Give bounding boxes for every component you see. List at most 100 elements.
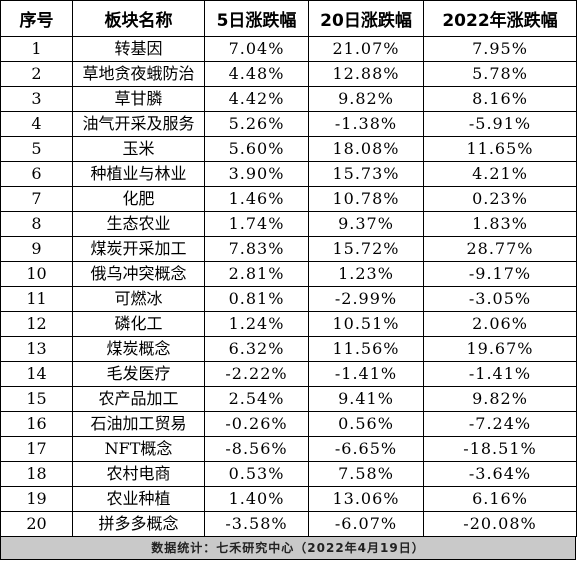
change-20day: 1.23% (308, 261, 424, 287)
change-ytd: 6.16% (423, 486, 577, 512)
change-5day: 1.24% (204, 311, 309, 337)
change-ytd: 4.21% (423, 161, 577, 187)
change-20day: 11.56% (308, 336, 424, 362)
change-5day: 0.53% (204, 461, 309, 487)
table-row: 14 毛发医疗 -2.22% -1.41% -1.41% (0, 361, 577, 387)
row-index: 2 (0, 61, 73, 87)
sector-name: 农产品加工 (72, 386, 205, 412)
change-5day: -0.26% (204, 411, 309, 437)
header-sector-name: 板块名称 (72, 0, 205, 37)
change-ytd: 1.83% (423, 211, 577, 237)
row-index: 10 (0, 261, 73, 287)
sector-name: 草甘膦 (72, 86, 205, 112)
change-5day: 6.32% (204, 336, 309, 362)
table-row: 19 农业种植 1.40% 13.06% 6.16% (0, 486, 577, 512)
row-index: 6 (0, 161, 73, 187)
change-ytd: -7.24% (423, 411, 577, 437)
change-5day: 7.83% (204, 236, 309, 262)
table-row: 2 草地贪夜蛾防治 4.48% 12.88% 5.78% (0, 61, 577, 87)
change-20day: 9.82% (308, 86, 424, 112)
sector-name: 磷化工 (72, 311, 205, 337)
change-ytd: 19.67% (423, 336, 577, 362)
change-20day: 7.58% (308, 461, 424, 487)
table-row: 13 煤炭概念 6.32% 11.56% 19.67% (0, 336, 577, 362)
table-row: 9 煤炭开采加工 7.83% 15.72% 28.77% (0, 236, 577, 262)
row-index: 11 (0, 286, 73, 312)
table-row: 20 拼多多概念 -3.58% -6.07% -20.08% (0, 511, 577, 537)
sector-name: 毛发医疗 (72, 361, 205, 387)
change-5day: -3.58% (204, 511, 309, 537)
sector-performance-table: 序号 板块名称 5日涨跌幅 20日涨跌幅 2022年涨跌幅 1 转基因 7.04% 2… (0, 0, 577, 537)
sector-name: 草地贪夜蛾防治 (72, 61, 205, 87)
table-row: 3 草甘膦 4.42% 9.82% 8.16% (0, 86, 577, 112)
sector-name: 俄乌冲突概念 (72, 261, 205, 287)
row-index: 17 (0, 436, 73, 462)
row-index: 18 (0, 461, 73, 487)
change-ytd: 9.82% (423, 386, 577, 412)
change-5day: 7.04% (204, 36, 309, 62)
table-row: 12 磷化工 1.24% 10.51% 2.06% (0, 311, 577, 337)
change-20day: 9.37% (308, 211, 424, 237)
table-row: 18 农村电商 0.53% 7.58% -3.64% (0, 461, 577, 487)
table-row: 15 农产品加工 2.54% 9.41% 9.82% (0, 386, 577, 412)
row-index: 4 (0, 111, 73, 137)
row-index: 19 (0, 486, 73, 512)
row-index: 20 (0, 511, 73, 537)
change-ytd: -5.91% (423, 111, 577, 137)
header-index: 序号 (0, 0, 73, 37)
header-5day-change: 5日涨跌幅 (204, 0, 309, 37)
row-index: 15 (0, 386, 73, 412)
change-20day: -2.99% (308, 286, 424, 312)
sector-name: 农村电商 (72, 461, 205, 487)
change-5day: 3.90% (204, 161, 309, 187)
change-ytd: 7.95% (423, 36, 577, 62)
change-5day: 1.46% (204, 186, 309, 212)
sector-name: 煤炭概念 (72, 336, 205, 362)
header-ytd-change: 2022年涨跌幅 (423, 0, 577, 37)
header-20day-change: 20日涨跌幅 (308, 0, 424, 37)
sector-name: NFT概念 (72, 436, 205, 462)
table-row: 17 NFT概念 -8.56% -6.65% -18.51% (0, 436, 577, 462)
change-20day: 18.08% (308, 136, 424, 162)
change-ytd: 28.77% (423, 236, 577, 262)
change-5day: 5.60% (204, 136, 309, 162)
change-ytd: -3.64% (423, 461, 577, 487)
table-row: 1 转基因 7.04% 21.07% 7.95% (0, 36, 577, 62)
change-20day: -6.65% (308, 436, 424, 462)
table-row: 6 种植业与林业 3.90% 15.73% 4.21% (0, 161, 577, 187)
change-5day: 4.42% (204, 86, 309, 112)
table-row: 5 玉米 5.60% 18.08% 11.65% (0, 136, 577, 162)
change-ytd: -9.17% (423, 261, 577, 287)
change-ytd: 8.16% (423, 86, 577, 112)
row-index: 12 (0, 311, 73, 337)
sector-name: 拼多多概念 (72, 511, 205, 537)
change-ytd: 2.06% (423, 311, 577, 337)
sector-name: 化肥 (72, 186, 205, 212)
row-index: 14 (0, 361, 73, 387)
change-5day: 0.81% (204, 286, 309, 312)
sector-name: 玉米 (72, 136, 205, 162)
change-20day: 0.56% (308, 411, 424, 437)
change-ytd: 5.78% (423, 61, 577, 87)
table-row: 11 可燃冰 0.81% -2.99% -3.05% (0, 286, 577, 312)
change-20day: -6.07% (308, 511, 424, 537)
sector-name: 石油加工贸易 (72, 411, 205, 437)
change-ytd: -1.41% (423, 361, 577, 387)
row-index: 8 (0, 211, 73, 237)
change-20day: -1.41% (308, 361, 424, 387)
change-ytd: -20.08% (423, 511, 577, 537)
change-5day: -2.22% (204, 361, 309, 387)
change-5day: 1.74% (204, 211, 309, 237)
change-20day: 10.51% (308, 311, 424, 337)
change-5day: 1.40% (204, 486, 309, 512)
sector-name: 可燃冰 (72, 286, 205, 312)
change-20day: 10.78% (308, 186, 424, 212)
change-20day: 15.72% (308, 236, 424, 262)
change-5day: -8.56% (204, 436, 309, 462)
row-index: 7 (0, 186, 73, 212)
change-20day: 12.88% (308, 61, 424, 87)
row-index: 13 (0, 336, 73, 362)
change-20day: -1.38% (308, 111, 424, 137)
change-ytd: -18.51% (423, 436, 577, 462)
